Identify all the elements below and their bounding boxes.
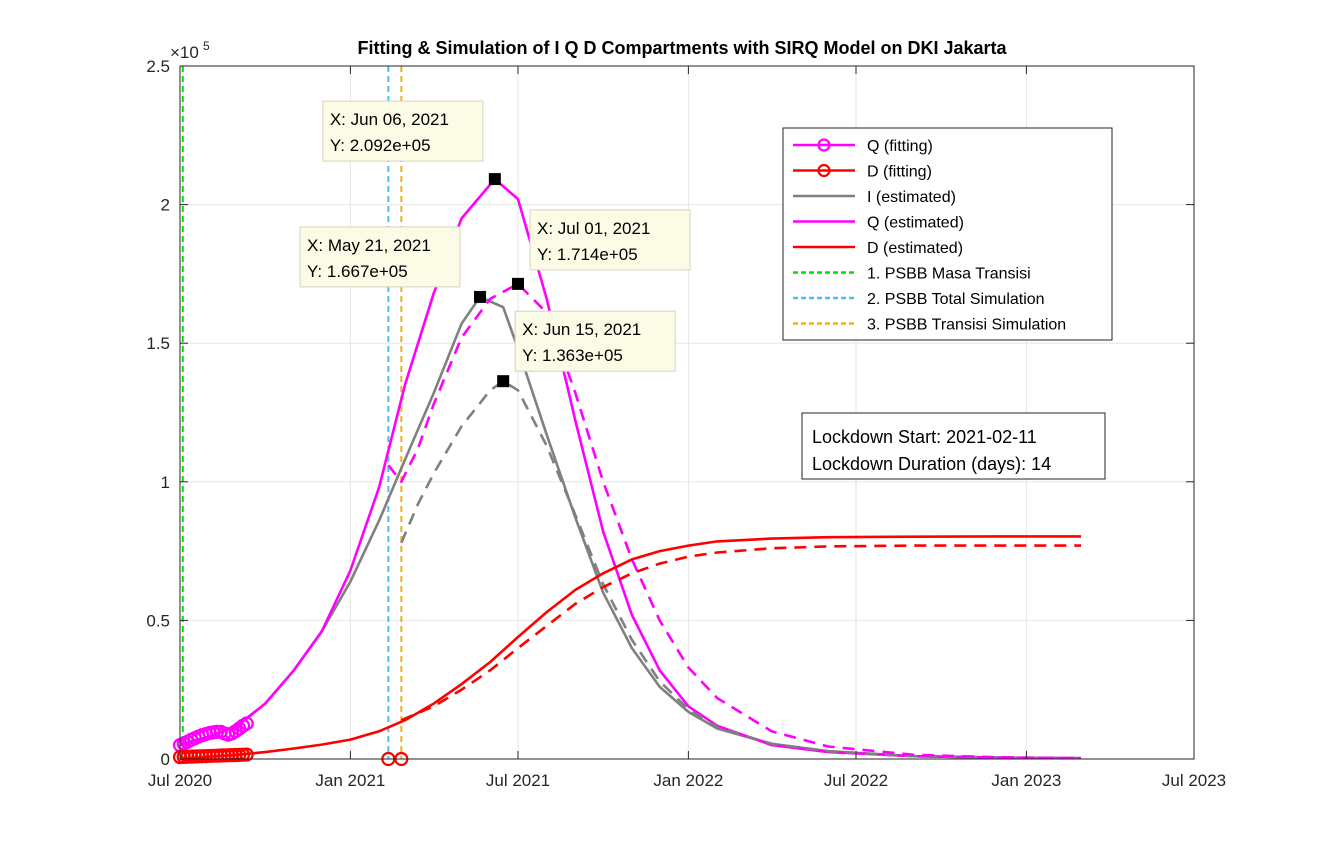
y-tick-label: 1 — [161, 473, 170, 492]
simulated-curve — [400, 544, 1081, 722]
legend-label: 2. PSBB Total Simulation — [867, 291, 1045, 308]
legend-label: 1. PSBB Masa Transisi — [867, 266, 1031, 283]
datatip-x-text: X: Jun 06, 2021 — [330, 110, 449, 129]
datatip-marker — [488, 173, 501, 186]
fit-point — [239, 747, 254, 762]
simulated-curve — [400, 379, 1082, 760]
fitting-markers — [172, 716, 409, 767]
datatip-y-text: Y: 1.667e+05 — [307, 262, 408, 281]
y-tick-label: 2.5 — [146, 57, 170, 76]
y-tick-label: 0.5 — [146, 611, 170, 630]
datatip-box — [514, 310, 676, 372]
axes-box — [179, 65, 1195, 760]
series-lines — [179, 177, 1082, 761]
annotation-box — [801, 412, 1106, 480]
datatip-x-text: X: May 21, 2021 — [307, 236, 431, 255]
datatip-y-text: Y: 1.714e+05 — [537, 245, 638, 264]
legend-label: D (fitting) — [867, 164, 932, 181]
legend-label: I (estimated) — [867, 189, 956, 206]
x-tick-label: Jul 2020 — [148, 771, 212, 790]
datatip-marker — [512, 277, 524, 290]
axis-ticks: Jul 2020 Jan 2021 Jul 2021 Jan 2022 Jul 2022… — [146, 39, 1226, 790]
legend-marker — [817, 163, 831, 178]
datatips: X: Jun 06, 2021 Y: 2.092e+05 X: May 21, 20… — [299, 100, 691, 388]
datatip-marker — [497, 375, 510, 388]
legend-label: 3. PSBB Transisi Simulation — [867, 317, 1066, 334]
x-tick-label: Jan 2022 — [653, 771, 723, 790]
datatip-box — [529, 209, 691, 271]
datatip-x-text: X: Jul 01, 2021 — [537, 219, 650, 238]
y-exponent-power: 5 — [203, 39, 210, 53]
x-tick-label: Jan 2023 — [991, 771, 1061, 790]
legend: Q (fitting) D (fitting) I (estimated) Q (es… — [782, 127, 1113, 341]
y-tick-label: 0 — [161, 750, 170, 769]
lockdown-annotation: Lockdown Start: 2021-02-11 Lockdown Durat… — [801, 412, 1106, 480]
annotation-line: Lockdown Duration (days): 14 — [812, 454, 1051, 474]
y-tick-label: 2 — [161, 196, 170, 215]
datatip-box — [299, 226, 461, 288]
x-tick-label: Jan 2021 — [315, 771, 385, 790]
y-exponent-label: ×10 — [170, 43, 199, 62]
legend-label: Q (fitting) — [867, 138, 933, 155]
datatip-y-text: Y: 1.363e+05 — [522, 346, 623, 365]
y-tick-label: 1.5 — [146, 334, 170, 353]
legend-label: D (estimated) — [867, 240, 963, 257]
estimated-curve — [179, 535, 1081, 761]
x-tick-label: Jul 2023 — [1162, 771, 1226, 790]
legend-label: Q (estimated) — [867, 215, 964, 232]
chart-title: Fitting & Simulation of I Q D Compartmen… — [357, 38, 1007, 58]
datatip-box — [322, 100, 484, 162]
datatip-marker — [474, 290, 487, 303]
datatip-y-text: Y: 2.092e+05 — [330, 136, 431, 155]
datatip-x-text: X: Jun 15, 2021 — [522, 320, 641, 339]
simulated-curve — [387, 282, 1082, 760]
legend-marker — [817, 138, 831, 152]
event-lines — [181, 66, 403, 759]
fit-point — [239, 716, 254, 731]
legend-box — [782, 127, 1113, 341]
annotation-line: Lockdown Start: 2021-02-11 — [812, 427, 1037, 447]
x-tick-label: Jul 2021 — [486, 771, 550, 790]
x-tick-label: Jul 2022 — [824, 771, 888, 790]
